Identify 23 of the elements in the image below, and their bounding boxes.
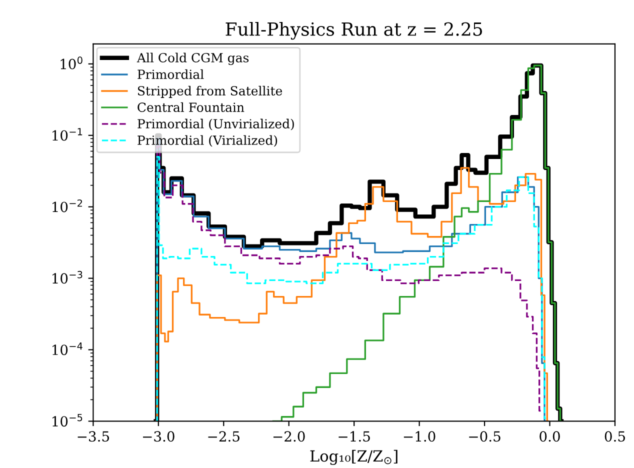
x-tick-label: −1.5 <box>338 431 370 442</box>
y-tick-label: 10$^{−2}$ <box>52 199 82 212</box>
y-tick-label: 10$^{−4}$ <box>52 342 82 356</box>
y-tick-label: 10$^{−3}$ <box>52 270 82 284</box>
chart-title: Full-Physics Run at z = 2.25 <box>226 22 482 40</box>
legend-label: Stripped from Satellite <box>138 86 282 98</box>
x-tick-label: −1.0 <box>404 431 436 442</box>
legend-label: Primordial <box>138 69 204 80</box>
legend-label: Primordial (Unvirialized) <box>138 118 294 130</box>
legend-label: Primordial (Virialized) <box>138 135 278 147</box>
x-tick-label: −3.0 <box>143 431 174 442</box>
x-tick-label: 0.0 <box>540 431 560 442</box>
x-tick-label: −2.0 <box>273 431 305 442</box>
y-tick-label: 10$^{−1}$ <box>52 128 82 141</box>
legend-label: All Cold CGM gas <box>136 52 249 66</box>
x-tick-label: −0.5 <box>469 431 500 442</box>
x-tick-label: −2.5 <box>208 431 240 442</box>
y-tick-label: 10$^{0}$ <box>60 56 82 70</box>
y-tick-label: 10$^{−5}$ <box>52 414 82 427</box>
x-tick-label: −3.5 <box>78 431 109 442</box>
legend-label: Central Fountain <box>138 102 244 112</box>
x-tick-label: 0.5 <box>604 431 625 442</box>
x-axis-title: Log₁₀[Z/Z$_{⊙}$] <box>310 450 398 465</box>
